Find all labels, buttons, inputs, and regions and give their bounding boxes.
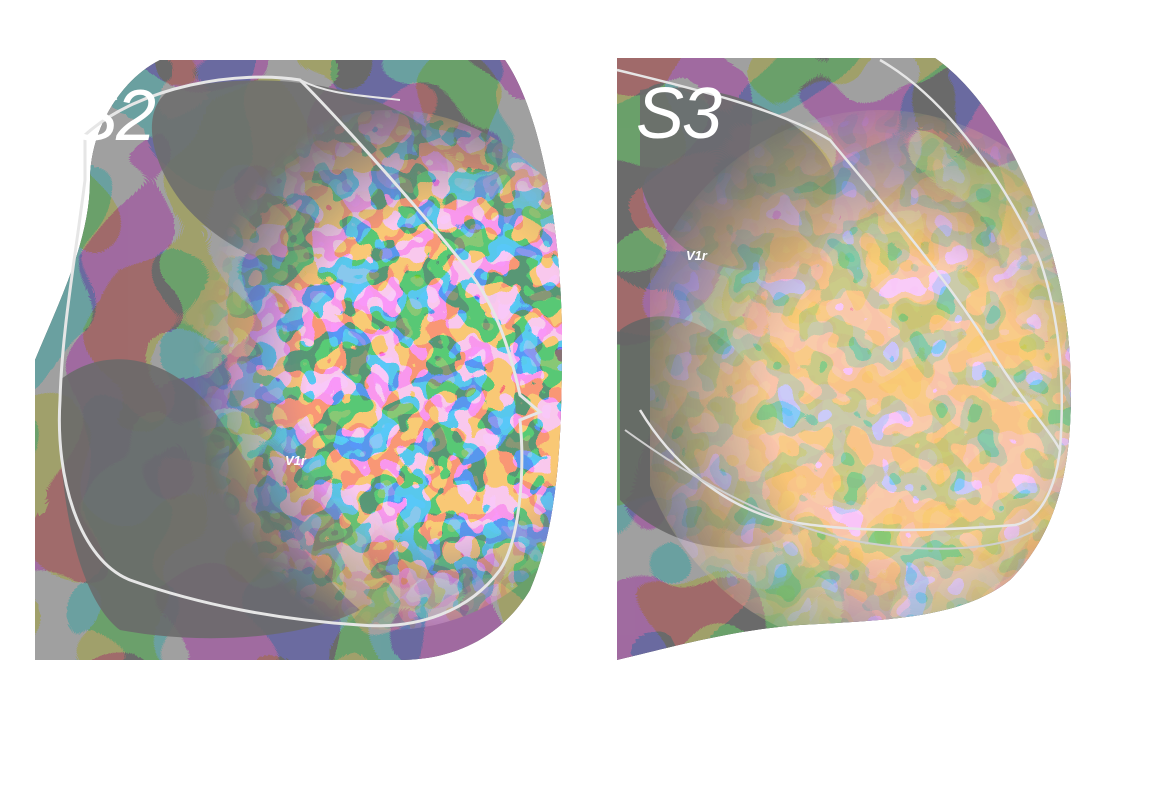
panel-s3-brain	[616, 58, 1071, 660]
roi-label-s2: V1r	[285, 453, 306, 468]
roi-outline-s3	[616, 68, 1062, 532]
panel-label-s3: S3	[636, 74, 722, 154]
panel-s2-brain	[35, 60, 562, 660]
roi-outline-s2	[57, 75, 543, 628]
panel-label-s2: S2	[70, 76, 156, 156]
roi-label-s3: V1r	[686, 248, 707, 263]
